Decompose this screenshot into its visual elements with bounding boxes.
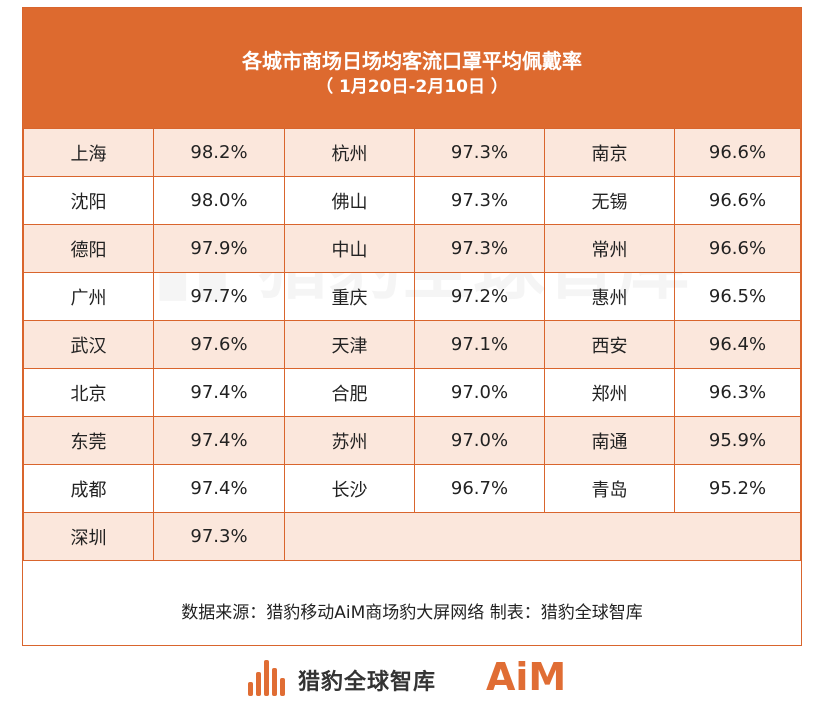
rate-cell: 97.4%	[153, 368, 285, 417]
rate-cell: 97.6%	[153, 320, 285, 369]
rate-cell: 97.3%	[414, 128, 545, 177]
rate-cell: 98.2%	[153, 128, 285, 177]
table-frame: 各城市商场日场均客流口罩平均佩戴率 （ 1月20日-2月10日 ） ▮▮ 猎豹全…	[22, 7, 802, 646]
city-cell: 长沙	[284, 464, 415, 513]
city-cell: 苏州	[284, 416, 415, 465]
rate-cell: 97.1%	[414, 320, 545, 369]
table-row: 东莞 97.4% 苏州 97.0% 南通 95.9%	[23, 416, 801, 465]
rate-cell: 96.3%	[674, 368, 801, 417]
rate-cell: 98.0%	[153, 176, 285, 225]
rate-cell: 96.5%	[674, 272, 801, 321]
rate-cell: 95.9%	[674, 416, 801, 465]
aim-logo: AiM	[486, 655, 567, 699]
table-row: 北京 97.4% 合肥 97.0% 郑州 96.3%	[23, 368, 801, 417]
rate-cell: 96.7%	[414, 464, 545, 513]
city-cell: 深圳	[23, 512, 154, 561]
city-cell: 无锡	[544, 176, 675, 225]
rate-cell: 97.4%	[153, 416, 285, 465]
city-cell: 惠州	[544, 272, 675, 321]
city-cell: 佛山	[284, 176, 415, 225]
city-cell: 中山	[284, 224, 415, 273]
city-cell: 北京	[23, 368, 154, 417]
city-cell: 成都	[23, 464, 154, 513]
city-cell: 德阳	[23, 224, 154, 273]
brand-name: 猎豹全球智库	[298, 670, 437, 695]
city-cell: 天津	[284, 320, 415, 369]
city-cell: 杭州	[284, 128, 415, 177]
table-title: 各城市商场日场均客流口罩平均佩戴率	[242, 49, 582, 73]
rate-cell: 97.2%	[414, 272, 545, 321]
cheetah-logo-icon	[248, 658, 288, 696]
table-subtitle: （ 1月20日-2月10日 ）	[316, 77, 508, 97]
city-cell: 西安	[544, 320, 675, 369]
city-cell: 合肥	[284, 368, 415, 417]
city-cell: 沈阳	[23, 176, 154, 225]
table-row: 沈阳 98.0% 佛山 97.3% 无锡 96.6%	[23, 176, 801, 225]
source-note: 数据来源：猎豹移动AiM商场豹大屏网络 制表：猎豹全球智库	[181, 603, 643, 623]
city-cell: 郑州	[544, 368, 675, 417]
table-row: 德阳 97.9% 中山 97.3% 常州 96.6%	[23, 224, 801, 273]
rate-cell: 97.3%	[153, 512, 285, 561]
rate-cell: 97.7%	[153, 272, 285, 321]
city-cell: 广州	[23, 272, 154, 321]
city-cell: 常州	[544, 224, 675, 273]
table-row: 深圳 97.3%	[23, 512, 801, 561]
rate-cell: 97.0%	[414, 368, 545, 417]
rate-cell: 97.0%	[414, 416, 545, 465]
table-row: 广州 97.7% 重庆 97.2% 惠州 96.5%	[23, 272, 801, 321]
table-row: 成都 97.4% 长沙 96.7% 青岛 95.2%	[23, 464, 801, 513]
rate-cell: 97.9%	[153, 224, 285, 273]
empty-cell	[284, 512, 801, 561]
city-cell: 东莞	[23, 416, 154, 465]
rate-cell: 96.6%	[674, 128, 801, 177]
city-cell: 上海	[23, 128, 154, 177]
city-cell: 南通	[544, 416, 675, 465]
city-cell: 武汉	[23, 320, 154, 369]
rate-cell: 96.6%	[674, 176, 801, 225]
rate-cell: 96.4%	[674, 320, 801, 369]
table-row: 上海 98.2% 杭州 97.3% 南京 96.6%	[23, 128, 801, 177]
rate-cell: 95.2%	[674, 464, 801, 513]
table-row: 武汉 97.6% 天津 97.1% 西安 96.4%	[23, 320, 801, 369]
data-table: 上海 98.2% 杭州 97.3% 南京 96.6% 沈阳 98.0% 佛山 97.3% 无锡 96.…	[23, 128, 801, 561]
rate-cell: 97.3%	[414, 224, 545, 273]
city-cell: 重庆	[284, 272, 415, 321]
rate-cell: 97.4%	[153, 464, 285, 513]
table-header: 各城市商场日场均客流口罩平均佩戴率 （ 1月20日-2月10日 ）	[23, 8, 801, 128]
city-cell: 南京	[544, 128, 675, 177]
rate-cell: 97.3%	[414, 176, 545, 225]
rate-cell: 96.6%	[674, 224, 801, 273]
city-cell: 青岛	[544, 464, 675, 513]
